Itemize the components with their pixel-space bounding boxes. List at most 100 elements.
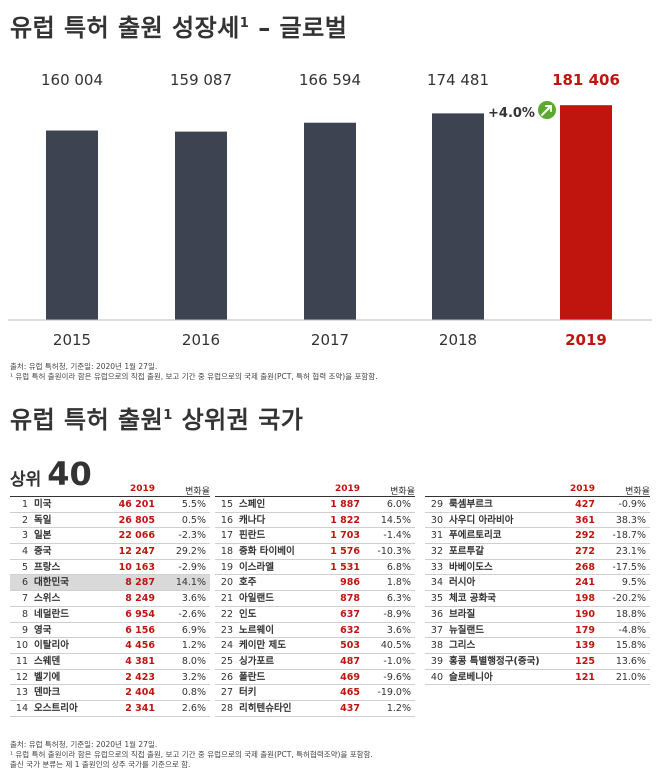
table-row: 18 중화 타이베이 1 576 -10.3% [215, 544, 415, 560]
rank-cell: 20 [220, 577, 233, 589]
table-row: 34 러시아 241 9.5% [425, 575, 650, 592]
table-row: 11 스웨덴 4 381 8.0% [10, 654, 210, 670]
country-name: 독일 [34, 514, 52, 526]
col-year: 2019 [569, 484, 595, 494]
country-name: 스페인 [239, 499, 266, 510]
col-change: 변화율 [625, 487, 650, 497]
table-row: 16 캐나다 1 822 14.5% [215, 513, 415, 529]
country-name: 스위스 [34, 593, 61, 605]
applications-value: 2 404 [125, 687, 155, 699]
country-name: 호주 [239, 577, 257, 589]
country-name: 브라질 [449, 608, 476, 620]
rank-cell: 13 [15, 687, 28, 699]
table-row: 8 네덜란드 6 954 -2.6% [10, 607, 210, 623]
country-name: 뉴질랜드 [449, 624, 484, 636]
applications-value: 1 887 [330, 499, 360, 510]
rank-cell: 23 [220, 624, 233, 636]
col-change: 변화율 [390, 487, 415, 497]
country-name: 포르투갈 [449, 546, 484, 558]
country-name: 핀란드 [239, 530, 266, 542]
change-rate: 29.2% [175, 546, 206, 558]
rank-cell: 8 [21, 608, 28, 620]
rank-cell: 26 [220, 671, 233, 683]
rank-cell: 6 [21, 577, 28, 589]
country-name: 케이만 제도 [239, 640, 287, 652]
change-rate: -20.2% [612, 593, 646, 605]
x-tick-2019: 2019 [565, 331, 607, 349]
value-label-2018: 174 481 [427, 71, 489, 89]
applications-value: 26 805 [118, 514, 155, 526]
table-row: 40 슬로베니아 121 21.0% [425, 670, 650, 686]
applications-value: 198 [575, 593, 595, 605]
applications-value: 46 201 [118, 499, 155, 510]
country-name: 폴란드 [239, 671, 266, 683]
table-row: 28 리히텐슈타인 437 1.2% [215, 701, 415, 717]
change-rate: -2.9% [178, 561, 206, 573]
country-name: 이스라엘 [239, 561, 274, 573]
country-name: 리히텐슈타인 [239, 702, 292, 714]
country-name: 터키 [239, 687, 257, 699]
rank-cell: 35 [430, 593, 443, 605]
rank-cell: 34 [430, 577, 443, 589]
applications-value: 268 [575, 561, 595, 573]
country-name: 스웨덴 [34, 655, 61, 667]
applications-value: 241 [575, 577, 595, 589]
table-row: 27 터키 465 -19.0% [215, 685, 415, 701]
page-title: 유럽 특허 출원 성장세1 – 글로벌 [10, 14, 348, 42]
change-rate: -4.8% [618, 624, 646, 636]
applications-value: 6 156 [125, 624, 155, 636]
change-rate: -1.4% [383, 530, 411, 542]
table-row: 1 미국 46 201 5.5% [10, 497, 210, 513]
change-rate: -8.9% [383, 608, 411, 620]
country-name: 영국 [34, 624, 52, 636]
change-rate: -2.3% [178, 530, 206, 542]
top-40-label: 상위 40 [10, 455, 92, 493]
table-row: 26 폴란드 469 -9.6% [215, 670, 415, 686]
change-rate: 40.5% [380, 640, 411, 652]
applications-value: 637 [340, 608, 360, 620]
applications-value: 292 [575, 530, 595, 542]
change-rate: -18.7% [612, 530, 646, 542]
rank-cell: 32 [430, 546, 443, 558]
applications-value: 4 381 [125, 655, 155, 667]
table-row: 38 그리스 139 15.8% [425, 638, 650, 654]
rank-cell: 5 [21, 561, 28, 573]
rank-cell: 1 [21, 499, 28, 510]
change-rate: -17.5% [612, 561, 646, 573]
change-rate: 9.5% [621, 577, 646, 589]
applications-value: 427 [575, 499, 595, 510]
rank-cell: 18 [220, 546, 233, 558]
rank-cell: 19 [220, 561, 233, 573]
change-rate: 2.6% [181, 702, 206, 714]
country-name: 캐나다 [239, 514, 266, 526]
change-rate: 5.5% [181, 499, 206, 510]
applications-value: 4 456 [125, 640, 155, 652]
change-rate: 6.9% [181, 624, 206, 636]
country-name: 바베이도스 [449, 561, 493, 573]
col-year: 2019 [334, 484, 360, 494]
country-table-3: 2019 변화율 29 룩셈부르크 427 -0.9% 30 사우디 아라비아 361 38.3%… [425, 484, 650, 686]
table-row: 30 사우디 아라비아 361 38.3% [425, 513, 650, 529]
country-name: 벨기에 [34, 671, 61, 683]
country-name: 인도 [239, 608, 257, 620]
country-name: 사우디 아라비아 [449, 514, 514, 526]
table-row: 24 케이만 제도 503 40.5% [215, 638, 415, 654]
value-label-2017: 166 594 [299, 71, 361, 89]
applications-value: 12 247 [118, 546, 155, 558]
bar-2018 [432, 113, 484, 320]
rank-cell: 28 [220, 702, 233, 714]
source-note: 출처: 유럽 특허청, 기준일: 2020년 1월 27일. ¹ 유럽 특허 출… [10, 362, 378, 381]
change-rate: 21.0% [615, 671, 646, 683]
applications-value: 986 [340, 577, 360, 589]
change-rate: 0.8% [181, 687, 206, 699]
rank-cell: 17 [220, 530, 233, 542]
country-name: 일본 [34, 530, 52, 542]
country-name: 오스트리아 [34, 702, 78, 714]
table-row: 10 이탈리아 4 456 1.2% [10, 638, 210, 654]
rank-cell: 21 [220, 593, 233, 605]
applications-value: 632 [340, 624, 360, 636]
table-row: 25 싱가포르 487 -1.0% [215, 654, 415, 670]
country-name: 덴마크 [34, 687, 61, 699]
table-row: 5 프랑스 10 163 -2.9% [10, 560, 210, 576]
table-row: 7 스위스 8 249 3.6% [10, 591, 210, 607]
